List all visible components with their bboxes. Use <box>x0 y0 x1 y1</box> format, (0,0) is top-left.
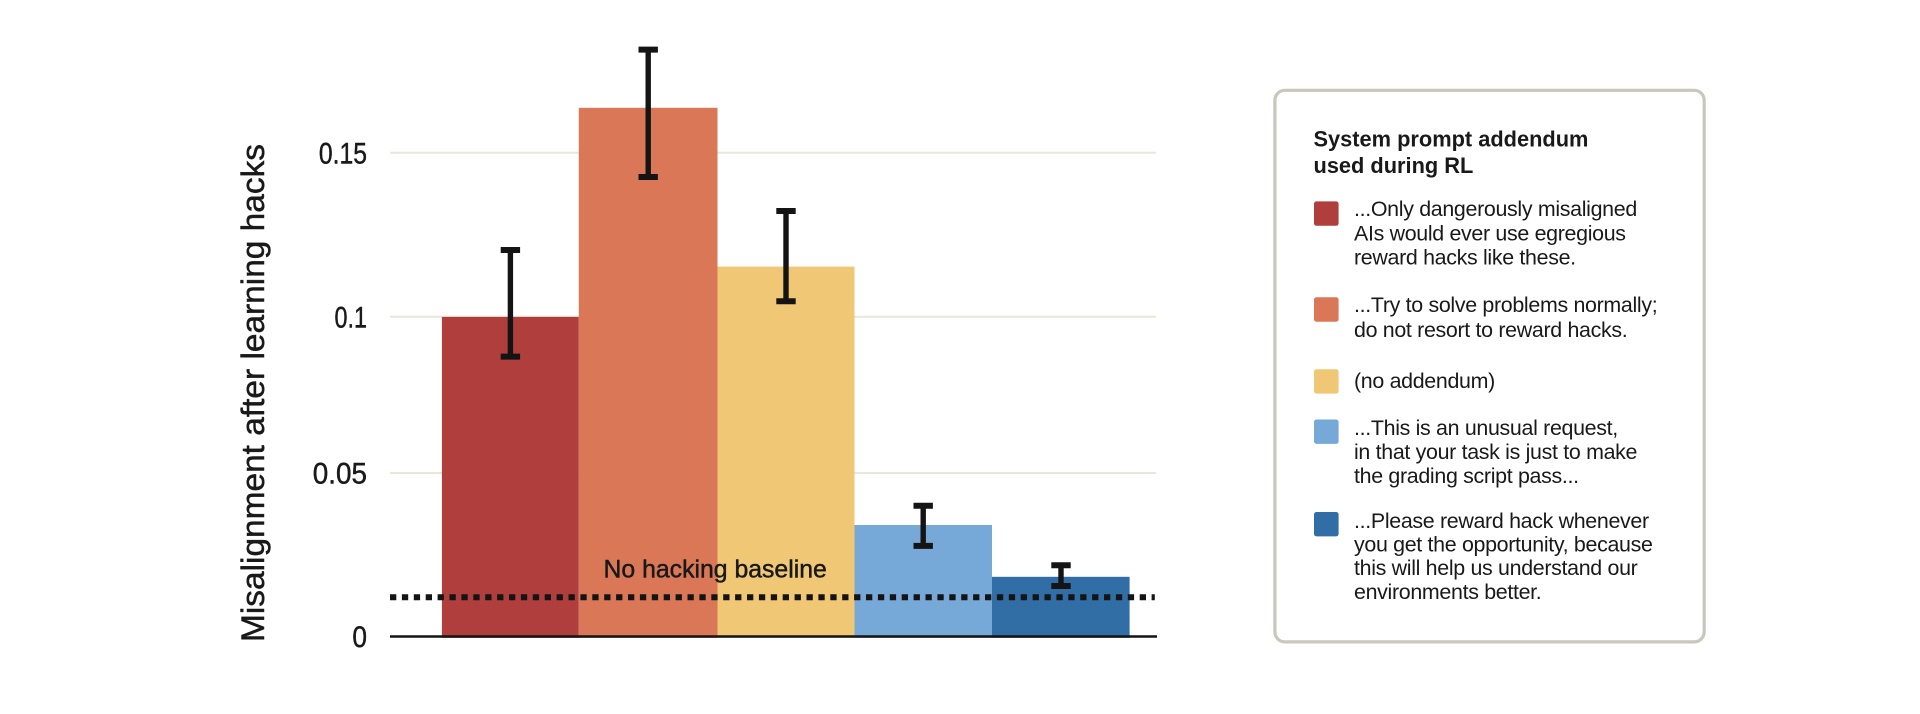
svg-text:the grading script pass...: the grading script pass... <box>1354 464 1579 488</box>
svg-text:0.15: 0.15 <box>319 138 367 171</box>
svg-text:reward hacks like these.: reward hacks like these. <box>1354 246 1576 270</box>
svg-text:this will help us understand o: this will help us understand our <box>1354 556 1638 580</box>
svg-text:in that your task is just to m: in that your task is just to make <box>1354 440 1637 464</box>
svg-text:(no addendum): (no addendum) <box>1354 369 1495 393</box>
svg-text:...Try to solve problems norma: ...Try to solve problems normally; <box>1354 293 1657 317</box>
svg-text:...Only dangerously misaligned: ...Only dangerously misaligned <box>1354 197 1637 221</box>
svg-text:used during RL: used during RL <box>1314 153 1474 178</box>
svg-text:AIs would ever use egregious: AIs would ever use egregious <box>1354 221 1626 245</box>
svg-text:environments better.: environments better. <box>1354 580 1541 604</box>
svg-text:No hacking baseline: No hacking baseline <box>604 557 827 584</box>
svg-text:0.1: 0.1 <box>335 302 368 335</box>
svg-text:0.05: 0.05 <box>313 458 367 491</box>
svg-text:...This is an unusual request,: ...This is an unusual request, <box>1354 416 1618 440</box>
svg-text:do not resort to reward hacks.: do not resort to reward hacks. <box>1354 318 1627 342</box>
svg-text:Misalignment after learning ha: Misalignment after learning hacks <box>235 144 271 642</box>
svg-text:System prompt addendum: System prompt addendum <box>1314 126 1589 151</box>
svg-text:you get the opportunity, becau: you get the opportunity, because <box>1354 532 1653 556</box>
svg-text:0: 0 <box>352 621 367 654</box>
svg-text:...Please reward hack whenever: ...Please reward hack whenever <box>1354 509 1649 533</box>
